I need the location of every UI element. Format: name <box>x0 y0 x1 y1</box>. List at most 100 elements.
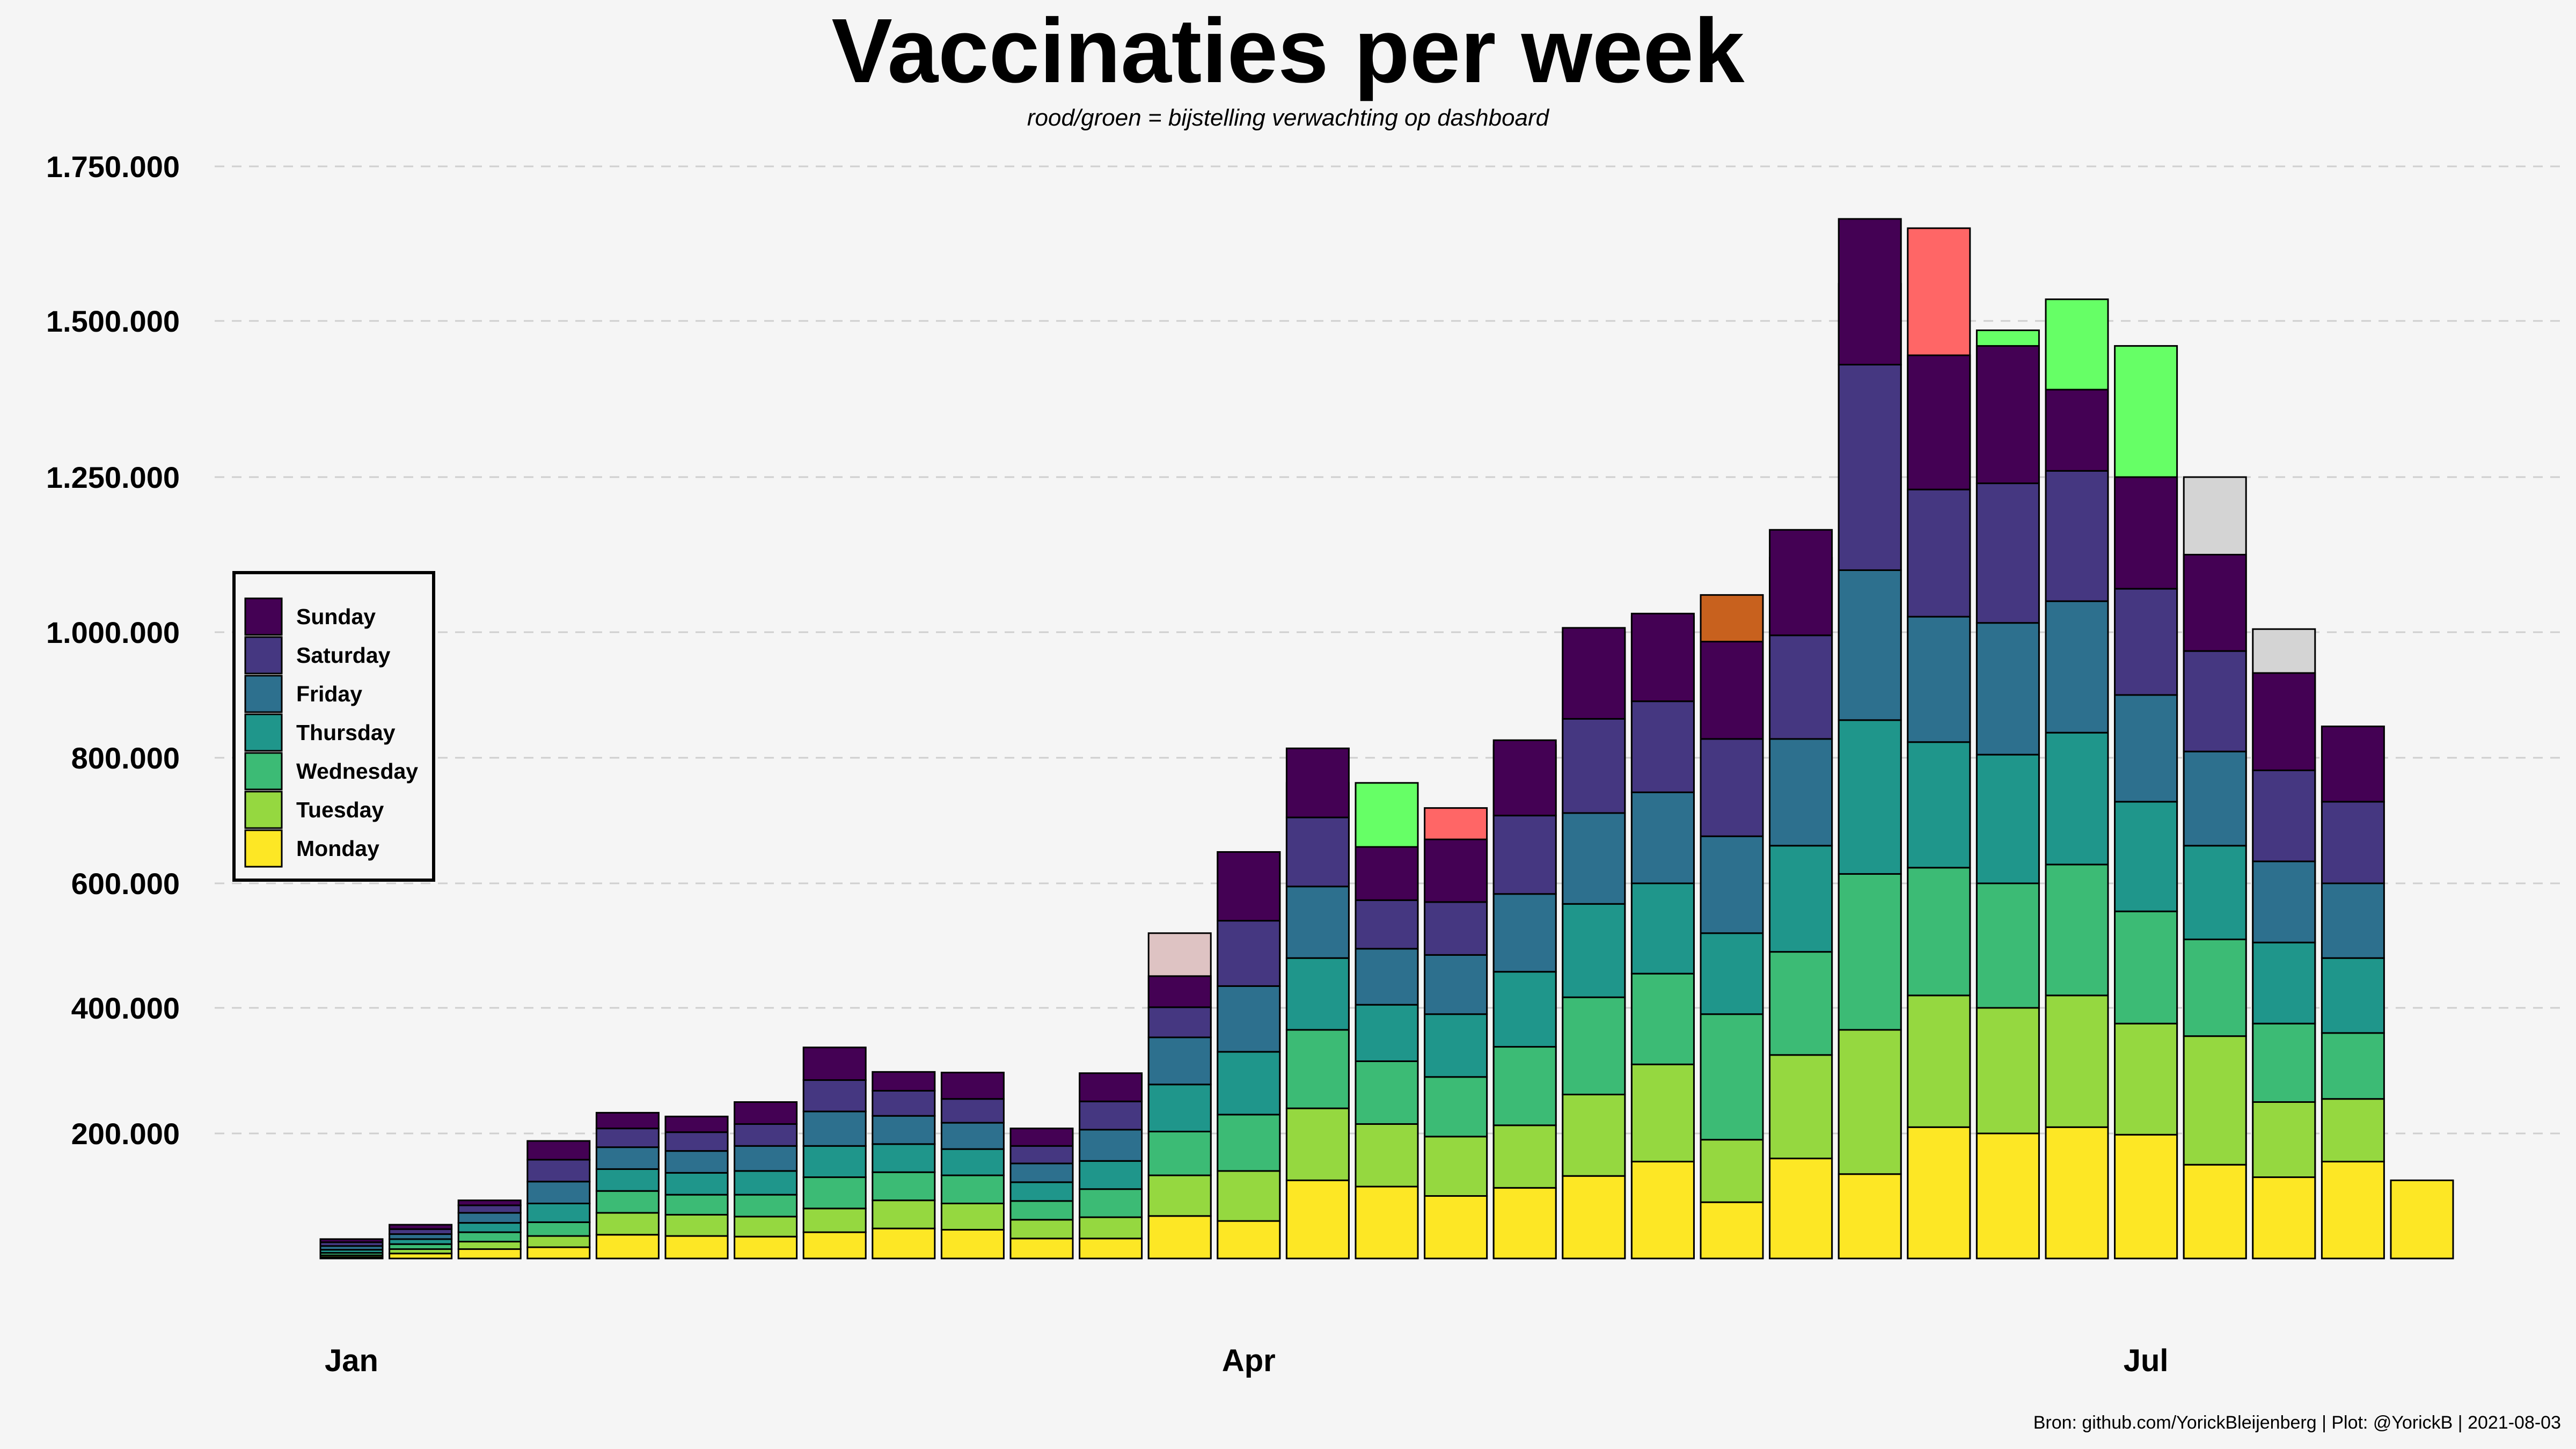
bar-segment-thursday <box>2114 801 2178 912</box>
bar-segment-friday <box>802 1110 867 1147</box>
bar-segment-friday <box>1285 885 1350 959</box>
bar-segment-wednesday <box>1562 996 1626 1095</box>
bar-segment-saturday <box>1285 816 1350 888</box>
bar-segment-monday <box>1217 1220 1281 1260</box>
chart-subtitle: rood/groen = bijstelling verwachting op … <box>1027 105 1549 131</box>
bar-segment-friday <box>940 1122 1005 1150</box>
bar-segment-sunday <box>1630 612 1695 702</box>
bar-segment-thursday <box>1355 1004 1419 1062</box>
bar-segment-wednesday <box>1009 1200 1074 1221</box>
bar-segment-monday <box>1975 1132 2040 1260</box>
bar-segment-saturday <box>2114 588 2178 696</box>
legend-label: Thursday <box>296 720 396 745</box>
bar-segment-tuesday <box>1009 1219 1074 1240</box>
bar-segment-sunday <box>2114 476 2178 590</box>
y-tick-label: 400.000 <box>71 991 180 1025</box>
bar-segment-sunday <box>1769 529 1833 636</box>
bar-segment-tuesday <box>802 1208 867 1233</box>
bar-segment-saturday <box>1630 700 1695 793</box>
bar-segment-monday <box>2045 1126 2109 1260</box>
bar-segment-wednesday <box>1630 972 1695 1065</box>
bar-segment-saturday <box>734 1123 798 1147</box>
x-axis-ticks: Jan Apr Jul <box>325 1343 2168 1378</box>
bar-segment-monday <box>1079 1238 1143 1260</box>
bar-segment-friday <box>1769 738 1833 847</box>
bar-segment-friday <box>2252 860 2316 943</box>
bar-segment-friday <box>2114 694 2178 803</box>
bar-segment-sunday <box>2321 726 2385 803</box>
bar-segment-monday <box>1285 1179 1350 1260</box>
bar-segment-wednesday <box>457 1231 522 1243</box>
bar-stacks <box>319 218 2454 1260</box>
bar-segment-friday <box>734 1145 798 1172</box>
bar-segment-sunday <box>1147 975 1212 1008</box>
bar-segment-friday <box>1492 893 1557 973</box>
legend-swatch <box>244 713 283 752</box>
bar-segment-thursday <box>1838 719 1902 875</box>
bar-segment-sunday <box>940 1072 1005 1100</box>
bar-segment-thursday <box>1700 932 1764 1015</box>
bar-segment-monday <box>2252 1176 2316 1260</box>
x-tick-label: Jan <box>325 1343 378 1378</box>
bar-segment-thursday <box>1217 1051 1281 1116</box>
bar-segment-wednesday <box>872 1171 936 1202</box>
bar-segment-sunday <box>664 1115 729 1133</box>
bar-segment-thursday <box>2183 845 2247 940</box>
bar-segment-sunday <box>1562 627 1626 720</box>
bar-segment-tuesday <box>1079 1216 1143 1240</box>
bar-segment-tuesday <box>1285 1107 1350 1181</box>
legend: Sunday Saturday Friday Thursday Wednesday Tue… <box>232 571 435 882</box>
bar-segment-saturday <box>1492 815 1557 895</box>
bar-segment-wednesday <box>526 1221 591 1237</box>
bar-segment-sunday <box>1009 1128 1074 1147</box>
bar-segment-monday <box>1630 1160 1695 1260</box>
bar-segment-monday <box>940 1228 1005 1260</box>
legend-swatch <box>244 752 283 791</box>
legend-swatch <box>244 675 283 713</box>
bar-segment-sunday <box>526 1140 591 1161</box>
bar-segment-sunday <box>2045 389 2109 472</box>
bar-segment-saturday <box>526 1159 591 1183</box>
bar-segment-friday <box>526 1181 591 1204</box>
legend-label: Sunday <box>296 604 376 629</box>
bar-segment-saturday <box>1562 718 1626 814</box>
bar-segment-thursday <box>802 1145 867 1179</box>
bar-segment-sunday <box>389 1224 453 1230</box>
y-axis-ticks: 200.000 400.000 600.000 800.000 1.000.000 1.2… <box>46 150 180 1151</box>
bar-segment-friday <box>1079 1129 1143 1162</box>
bar-segment-sunday <box>1700 641 1764 740</box>
bar-segment-tuesday <box>2045 994 2109 1128</box>
bar-segment-wednesday <box>1838 873 1902 1031</box>
bar-segment-wednesday <box>1079 1188 1143 1218</box>
bar-segment-tuesday <box>2114 1022 2178 1136</box>
bar-segment-wednesday <box>2183 938 2247 1037</box>
bar-segment-friday <box>872 1115 936 1145</box>
bar-segment-sunday <box>2183 554 2247 652</box>
bar-segment-saturday <box>1147 1006 1212 1038</box>
legend-label: Friday <box>296 682 362 706</box>
y-tick-label: 1.500.000 <box>46 304 180 338</box>
bar-segment-wednesday <box>1907 867 1971 997</box>
bar-segment-monday <box>1355 1185 1419 1260</box>
bar-segment-thursday <box>457 1222 522 1233</box>
bar-segment-wednesday <box>802 1176 867 1210</box>
bar-segment-saturday <box>1907 488 1971 618</box>
bar-segment-saturday <box>1700 738 1764 837</box>
bar-segment-friday <box>1838 569 1902 721</box>
bar-segment-saturday <box>1079 1100 1143 1131</box>
bar-segment-thursday <box>1562 903 1626 998</box>
chart-title: Vaccinaties per week <box>831 0 1745 102</box>
bar-segment-thursday <box>664 1172 729 1196</box>
bar-segment-tuesday <box>1700 1139 1764 1203</box>
bar-segment-monday <box>2321 1160 2385 1260</box>
bar-segment-thursday <box>595 1168 660 1192</box>
bar-segment-monday <box>2390 1179 2454 1260</box>
bar-segment-friday <box>1355 948 1419 1006</box>
bar-segment-sunday <box>1975 345 2040 485</box>
bar-segment-tuesday <box>1424 1136 1488 1197</box>
bar-segment-monday <box>457 1248 522 1260</box>
bar-segment-sunday <box>1424 838 1488 903</box>
legend-swatch <box>244 636 283 675</box>
bar-segment-tuesday <box>595 1212 660 1236</box>
bar-segment-tuesday <box>1147 1174 1212 1217</box>
